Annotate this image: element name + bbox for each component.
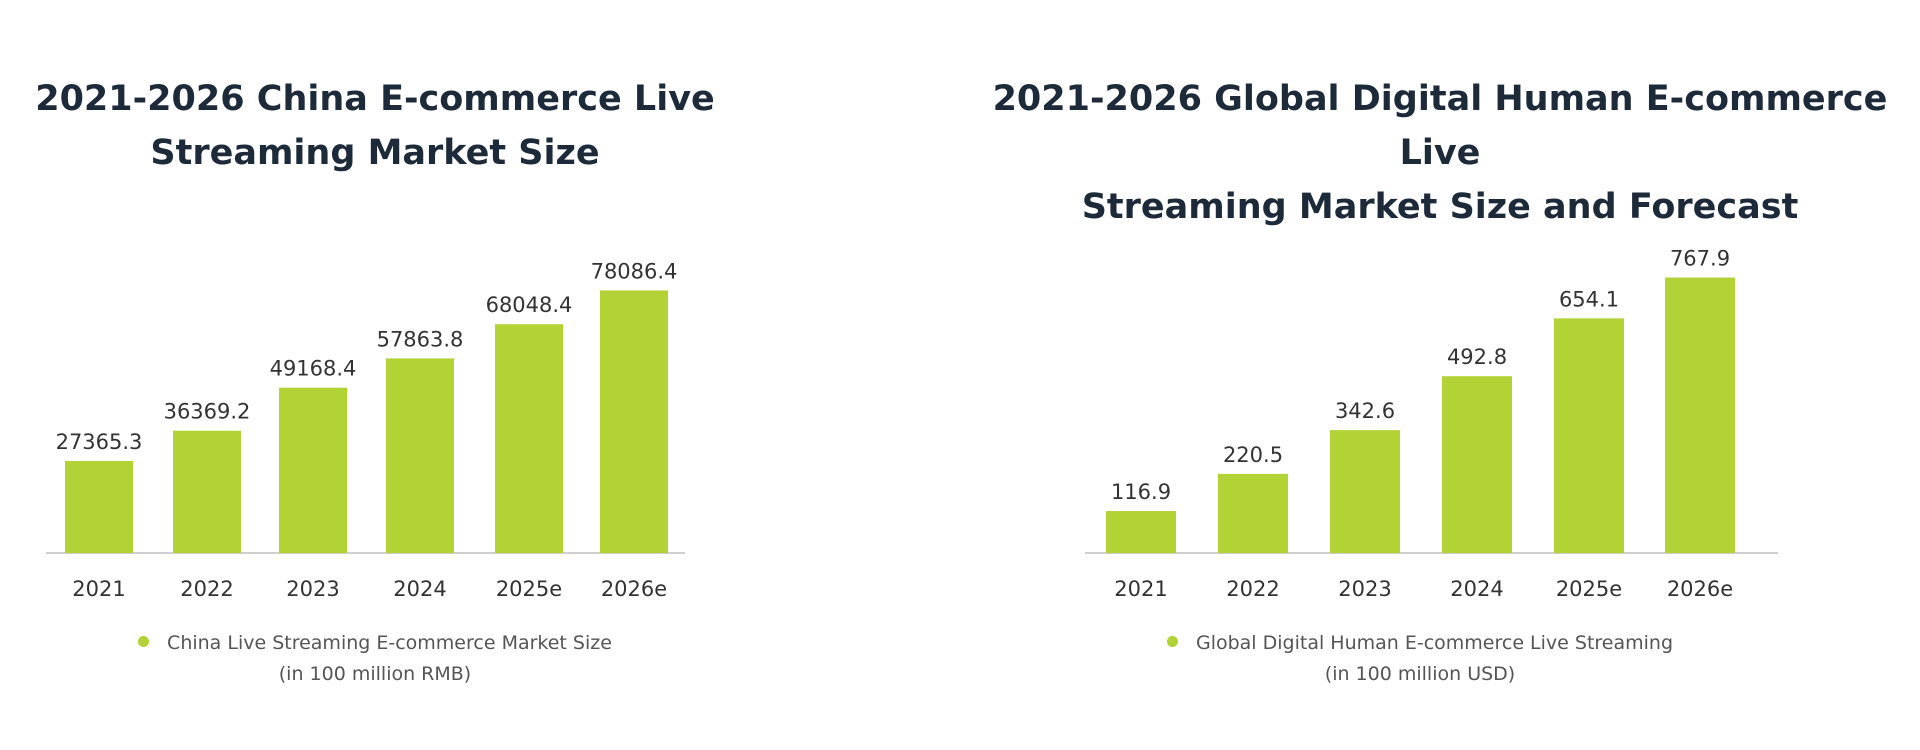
global-legend-marker [1166, 636, 1178, 647]
global-bar-2023 [1330, 430, 1400, 553]
china-bar-2022 [173, 430, 241, 553]
global-bar-2021 [1106, 511, 1176, 553]
china-tick-label-2025e: 2025e [496, 577, 562, 601]
china-market-bar-chart: 27365.3 2021 36369.2 2022 49168.4 2023 57863.8… [46, 259, 685, 601]
china-data-label-2026e: 78086.4 [591, 259, 678, 283]
china-chart-legend: China Live Streaming E-commerce Market S… [80, 628, 670, 690]
global-tick-label-2025e: 2025e [1556, 577, 1622, 601]
global-tick-label-2026e: 2026e [1667, 577, 1733, 601]
china-data-label-2025e: 68048.4 [486, 293, 573, 317]
china-bar-2025e [495, 324, 563, 553]
global-bar-2026e [1665, 277, 1735, 553]
global-tick-label-2024: 2024 [1450, 577, 1503, 601]
global-legend-label: Global Digital Human E-commerce Live Str… [1195, 632, 1674, 654]
china-data-label-2023: 49168.4 [270, 357, 357, 381]
china-data-label-2021: 27365.3 [56, 430, 143, 454]
china-data-label-2024: 57863.8 [377, 327, 464, 351]
global-chart-title-line-1: 2021-2026 Global Digital Human E-commerc… [992, 79, 1888, 173]
global-data-label-2022: 220.5 [1223, 443, 1283, 467]
china-chart-title-line-1: 2021-2026 China E-commerce Live [35, 79, 715, 119]
global-market-chart-panel: 2021-2026 Global Digital Human E-commerc… [960, 0, 1920, 750]
global-chart-title-line-2: Streaming Market Size and Forecast [1081, 187, 1799, 227]
global-bar-2025e [1554, 318, 1624, 553]
china-tick-label-2022: 2022 [180, 577, 233, 601]
global-legend-unit: (in 100 million USD) [1324, 663, 1516, 685]
china-tick-label-2024: 2024 [393, 577, 446, 601]
global-chart-legend: Global Digital Human E-commerce Live Str… [1080, 628, 1760, 690]
china-bar-2024 [386, 358, 454, 553]
china-legend-unit: (in 100 million RMB) [278, 663, 472, 685]
china-tick-label-2026e: 2026e [601, 577, 667, 601]
global-data-label-2024: 492.8 [1447, 345, 1507, 369]
china-bar-2023 [279, 387, 347, 553]
china-legend-label: China Live Streaming E-commerce Market S… [167, 632, 612, 654]
china-data-label-2022: 36369.2 [164, 400, 251, 424]
china-bar-2021 [65, 460, 133, 553]
global-data-label-2021: 116.9 [1111, 480, 1171, 504]
global-tick-label-2022: 2022 [1226, 577, 1279, 601]
china-market-chart-panel: 2021-2026 China E-commerce Live Streamin… [0, 0, 770, 750]
china-legend-marker [138, 636, 150, 647]
china-bar-2026e [600, 290, 668, 553]
global-data-label-2026e: 767.9 [1670, 247, 1730, 271]
global-bar-2024 [1442, 376, 1512, 553]
global-data-label-2023: 342.6 [1335, 399, 1395, 423]
china-chart-title-line-2: Streaming Market Size [150, 133, 600, 173]
china-tick-label-2021: 2021 [72, 577, 125, 601]
global-data-label-2025e: 654.1 [1559, 287, 1619, 311]
global-bar-2022 [1218, 473, 1288, 553]
global-tick-label-2023: 2023 [1338, 577, 1391, 601]
china-chart-title: 2021-2026 China E-commerce Live Streamin… [0, 72, 750, 180]
global-market-bar-chart: 116.9 2021 220.5 2022 342.6 2023 492.8 2024 654.… [1085, 247, 1778, 601]
china-tick-label-2023: 2023 [286, 577, 339, 601]
global-chart-title: 2021-2026 Global Digital Human E-commerc… [960, 72, 1920, 234]
global-tick-label-2021: 2021 [1114, 577, 1167, 601]
